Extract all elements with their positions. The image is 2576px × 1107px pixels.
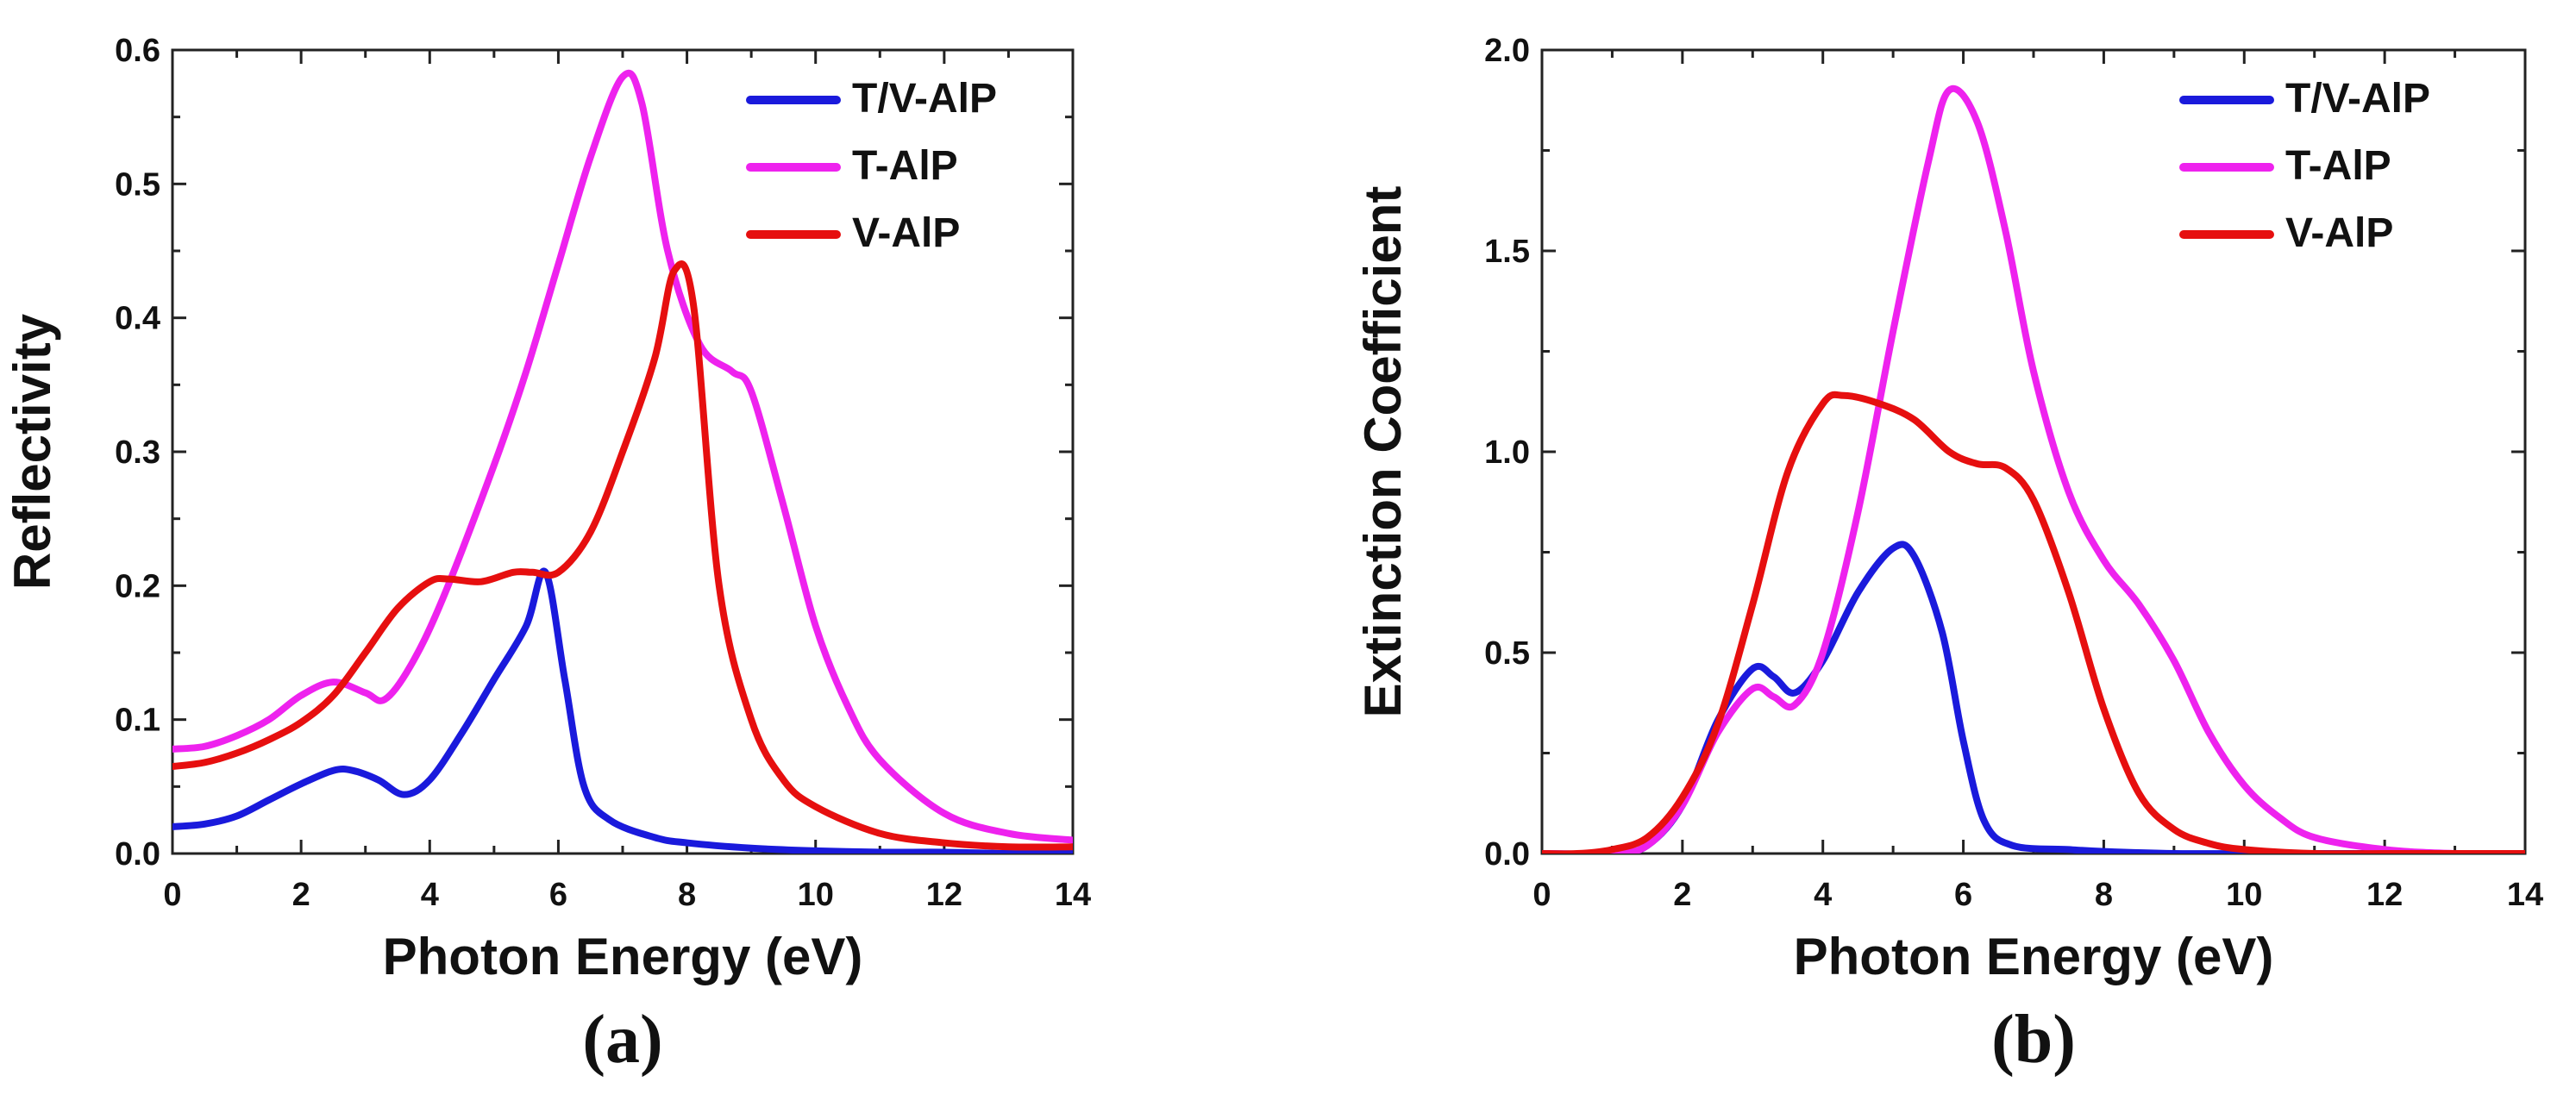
x-tick-label: 0: [163, 877, 181, 913]
panel-label: (b): [1991, 1002, 2076, 1078]
x-tick-label: 8: [678, 877, 696, 913]
x-tick-label: 2: [1673, 877, 1691, 913]
y-tick-label: 0.5: [115, 166, 160, 203]
y-axis-title: Extinction Coefficient: [1354, 186, 1412, 718]
legend-label-t-v-alp: T/V-AlP: [852, 76, 997, 122]
x-axis-title: Photon Energy (eV): [383, 928, 863, 985]
x-tick-label: 14: [1055, 877, 1091, 913]
x-tick-label: 6: [1954, 877, 1972, 913]
series-line-t-v-alp: [1542, 541, 2525, 854]
x-tick-label: 4: [421, 877, 439, 913]
x-tick-label: 10: [2226, 877, 2262, 913]
series-line-v-alp: [172, 260, 1073, 851]
y-tick-label: 1.0: [1484, 435, 1530, 471]
x-tick-label: 12: [2366, 877, 2403, 913]
x-axis-title: Photon Energy (eV): [1794, 928, 2274, 985]
panel-a-reflectivity: 0 2 4 6 8 10 12 14 0.0 0.1 0.2 0.3 0.4 0.5 0.6 Photon E…: [3, 33, 1091, 1078]
series-line-t-alp: [172, 69, 1073, 844]
panel-label: (a): [582, 1002, 662, 1078]
x-tick-label: 12: [926, 877, 962, 913]
x-tick-label: 4: [1814, 877, 1832, 913]
y-tick-label: 0.5: [1484, 635, 1530, 672]
x-tick-label: 14: [2507, 877, 2543, 913]
y-tick-label: 0.1: [115, 703, 160, 739]
y-tick-label: 0.2: [115, 568, 160, 604]
x-tick-label: 0: [1532, 877, 1551, 913]
x-tick-label: 10: [798, 877, 834, 913]
legend-label-t-alp: T-AlP: [2285, 143, 2391, 189]
y-tick-label: 0.0: [115, 836, 160, 872]
series-line-t-v-alp: [172, 567, 1073, 854]
legend-label-v-alp: V-AlP: [2285, 210, 2393, 256]
y-tick-label: 2.0: [1484, 33, 1530, 69]
y-tick-label: 0.6: [115, 33, 160, 69]
panel-b-extinction-coefficient: 0 2 4 6 8 10 12 14 0.0 0.5 1.0 1.5 2.0 Photon Energy …: [1354, 33, 2543, 1078]
y-tick-label: 0.3: [115, 435, 160, 471]
y-tick-label: 0.0: [1484, 836, 1530, 872]
y-axis-title: Reflectivity: [3, 313, 61, 590]
series-line-v-alp: [1542, 391, 2525, 854]
series-line-t-alp: [1542, 84, 2525, 854]
y-tick-label: 0.4: [115, 301, 160, 337]
x-tick-label: 6: [549, 877, 567, 913]
legend-label-t-v-alp: T/V-AlP: [2285, 76, 2430, 122]
x-tick-label: 8: [2095, 877, 2113, 913]
legend-label-v-alp: V-AlP: [852, 210, 960, 256]
y-tick-label: 1.5: [1484, 234, 1530, 270]
legend-label-t-alp: T-AlP: [852, 143, 958, 189]
x-tick-label: 2: [292, 877, 310, 913]
